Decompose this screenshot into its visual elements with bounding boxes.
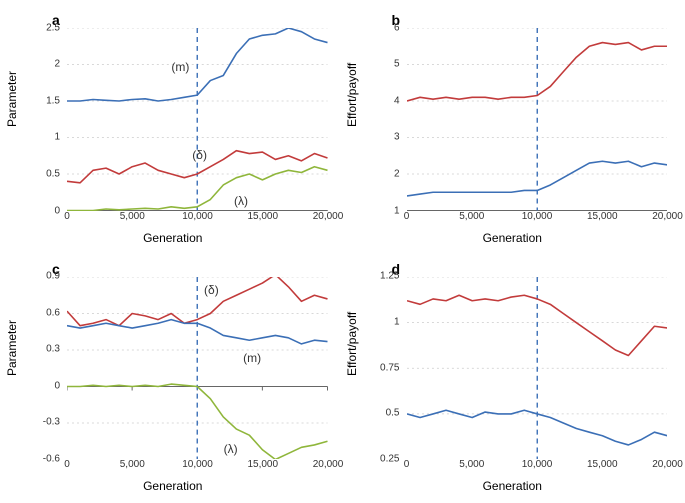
xtick-label: 20,000 (652, 459, 683, 470)
xtick-label: 15,000 (587, 459, 618, 470)
ylabel-c: Parameter (5, 320, 19, 376)
xlabel-d: Generation (483, 479, 542, 493)
ytick-label: 0.5 (386, 408, 400, 419)
panel-a: a Parameter 00.511.522.5 (m)(δ)(λ) 05,00… (12, 12, 334, 243)
ytick-label: 1 (394, 205, 400, 216)
xlabel-b: Generation (483, 231, 542, 245)
xtick-label: 15,000 (247, 211, 278, 222)
plot-c: (δ)(m)(λ) (67, 277, 328, 460)
ytick-label: 3 (394, 132, 400, 143)
xtick-label: 0 (64, 459, 70, 470)
xticks-b: 05,00010,00015,00020,000 (407, 211, 668, 225)
figure-grid: a Parameter 00.511.522.5 (m)(δ)(λ) 05,00… (12, 12, 673, 491)
xtick-label: 5,000 (459, 211, 484, 222)
xtick-label: 10,000 (522, 211, 553, 222)
ytick-label: 1 (54, 132, 60, 143)
panel-b: b Effort/payoff 123456 05,00010,00015,00… (352, 12, 674, 243)
panel-d: d Effort/payoff 0.250.50.7511.25 05,0001… (352, 261, 674, 492)
yticks-d: 0.250.50.7511.25 (352, 277, 404, 460)
xtick-label: 15,000 (587, 211, 618, 222)
ytick-label: 5 (394, 59, 400, 70)
ytick-label: 2 (54, 59, 60, 70)
xtick-label: 5,000 (459, 459, 484, 470)
ytick-label: 0 (54, 380, 60, 391)
xticks-c: 05,00010,00015,00020,000 (67, 459, 328, 473)
ytick-label: 0 (54, 205, 60, 216)
ytick-label: 0.25 (380, 454, 399, 465)
xlabel-a: Generation (143, 231, 202, 245)
xtick-label: 20,000 (652, 211, 683, 222)
panel-label-d: d (392, 261, 401, 277)
xtick-label: 10,000 (182, 459, 213, 470)
xtick-label: 20,000 (313, 459, 344, 470)
ylabel-b: Effort/payoff (345, 63, 359, 127)
panel-label-b: b (392, 12, 401, 28)
yticks-b: 123456 (352, 28, 404, 211)
ytick-label: 0.6 (46, 307, 60, 318)
xtick-label: 0 (404, 211, 410, 222)
xtick-label: 5,000 (120, 459, 145, 470)
ytick-label: 4 (394, 95, 400, 106)
xtick-label: 10,000 (182, 211, 213, 222)
yticks-c: -0.6-0.300.30.60.9 (12, 277, 64, 460)
ytick-label: 0.75 (380, 362, 399, 373)
ytick-label: 0.3 (46, 344, 60, 355)
panel-label-a: a (52, 12, 60, 28)
xlabel-c: Generation (143, 479, 202, 493)
xtick-label: 10,000 (522, 459, 553, 470)
ytick-label: 1.5 (46, 95, 60, 106)
xticks-a: 05,00010,00015,00020,000 (67, 211, 328, 225)
ytick-label: 2 (394, 168, 400, 179)
panel-c: c Parameter -0.6-0.300.30.60.9 (δ)(m)(λ)… (12, 261, 334, 492)
ytick-label: -0.6 (43, 454, 60, 465)
xticks-d: 05,00010,00015,00020,000 (407, 459, 668, 473)
ytick-label: -0.3 (43, 417, 60, 428)
ytick-label: 0.5 (46, 168, 60, 179)
plot-a: (m)(δ)(λ) (67, 28, 328, 211)
panel-label-c: c (52, 261, 60, 277)
xtick-label: 5,000 (120, 211, 145, 222)
plot-d (407, 277, 668, 460)
xtick-label: 0 (64, 211, 70, 222)
xtick-label: 0 (404, 459, 410, 470)
ylabel-d: Effort/payoff (345, 311, 359, 375)
plot-b (407, 28, 668, 211)
yticks-a: 00.511.522.5 (12, 28, 64, 211)
ytick-label: 1 (394, 316, 400, 327)
xtick-label: 20,000 (313, 211, 344, 222)
xtick-label: 15,000 (247, 459, 278, 470)
ylabel-a: Parameter (5, 71, 19, 127)
